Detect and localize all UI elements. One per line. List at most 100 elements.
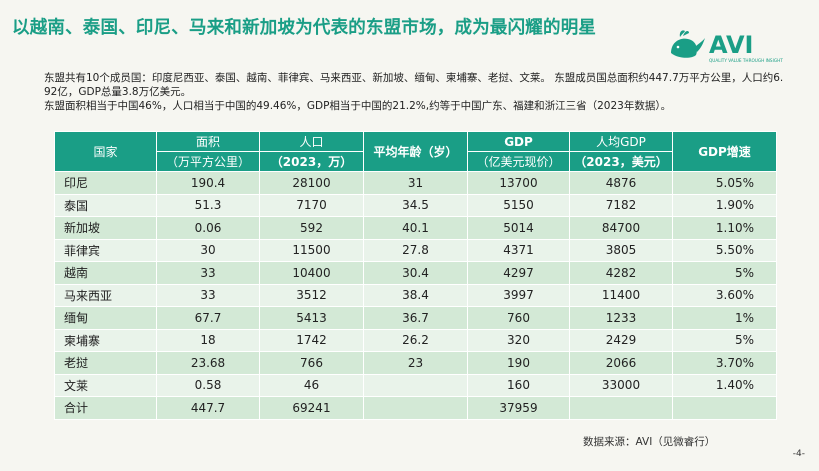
cell-gdp: 5014	[467, 216, 570, 240]
table-row: 菲律宾 30 11500 27.8 4371 3805 5.50%	[54, 238, 777, 262]
cell-gdp-growth: 5.05%	[672, 171, 777, 195]
header-gdp-unit: （亿美元现价）	[467, 151, 570, 172]
cell-area: 0.06	[156, 216, 260, 240]
cell-country: 老挝	[54, 351, 157, 375]
cell-area: 23.68	[156, 351, 260, 375]
table-row: 越南 33 10400 30.4 4297 4282 5%	[54, 261, 777, 285]
data-source: 数据来源：AVI（见微睿行）	[583, 436, 716, 448]
cell-gdp-growth: 3.60%	[672, 283, 777, 307]
table-row: 柬埔寨 18 1742 26.2 320 2429 5%	[54, 328, 777, 352]
cell-gdp: 760	[467, 306, 570, 330]
cell-gdp-per-capita: 1233	[569, 306, 673, 330]
cell-gdp-per-capita: 84700	[569, 216, 673, 240]
intro-line-2: 东盟面积相当于中国46%，人口相当于中国的49.46%，GDP相当于中国的21.…	[44, 100, 672, 112]
cell-gdp-per-capita: 7182	[569, 193, 673, 217]
cell-area: 30	[156, 238, 260, 262]
table-row: 马来西亚 33 3512 38.4 3997 11400 3.60%	[54, 283, 777, 307]
cell-population: 1742	[259, 328, 364, 352]
cell-gdp: 3997	[467, 283, 570, 307]
cell-gdp-growth: 1.10%	[672, 216, 777, 240]
cell-gdp-per-capita: 33000	[569, 373, 673, 397]
cell-area: 190.4	[156, 171, 260, 195]
cell-country: 合计	[54, 396, 157, 420]
cell-gdp: 37959	[467, 396, 570, 420]
cell-gdp-growth: 1.40%	[672, 373, 777, 397]
header-population: 人口	[259, 131, 364, 152]
cell-gdp-growth: 5%	[672, 328, 777, 352]
header-country: 国家	[54, 131, 157, 172]
cell-age	[363, 396, 468, 420]
cell-gdp-growth: 1.90%	[672, 193, 777, 217]
cell-gdp: 4297	[467, 261, 570, 285]
cell-gdp: 4371	[467, 238, 570, 262]
cell-age: 27.8	[363, 238, 468, 262]
table-header-row: 国家 面积 人口 平均年龄（岁） GDP 人均GDP GDP增速	[54, 131, 777, 172]
cell-area: 33	[156, 283, 260, 307]
cell-gdp-per-capita: 2429	[569, 328, 673, 352]
cell-gdp-growth: 1%	[672, 306, 777, 330]
table-row: 文莱 0.58 46 160 33000 1.40%	[54, 373, 777, 397]
cell-country: 印尼	[54, 171, 157, 195]
cell-population: 3512	[259, 283, 364, 307]
header-age: 平均年龄（岁）	[363, 131, 468, 172]
cell-country: 新加坡	[54, 216, 157, 240]
cell-population: 11500	[259, 238, 364, 262]
cell-country: 越南	[54, 261, 157, 285]
cell-area: 51.3	[156, 193, 260, 217]
svg-text:QUALITY VALUE THROUGH INSIGHT: QUALITY VALUE THROUGH INSIGHT	[709, 58, 783, 63]
intro-line-1: 东盟共有10个成员国：印度尼西亚、泰国、越南、菲律宾、马来西亚、新加坡、缅甸、柬…	[44, 72, 784, 98]
cell-country: 缅甸	[54, 306, 157, 330]
cell-population: 28100	[259, 171, 364, 195]
whale-icon: AVI QUALITY VALUE THROUGH INSIGHT	[671, 30, 783, 63]
cell-age: 34.5	[363, 193, 468, 217]
cell-country: 马来西亚	[54, 283, 157, 307]
table-row: 老挝 23.68 766 23 190 2066 3.70%	[54, 351, 777, 375]
table-row: 新加坡 0.06 592 40.1 5014 84700 1.10%	[54, 216, 777, 240]
cell-age: 38.4	[363, 283, 468, 307]
cell-age: 30.4	[363, 261, 468, 285]
cell-gdp-growth: 3.70%	[672, 351, 777, 375]
cell-population: 592	[259, 216, 364, 240]
cell-gdp: 5150	[467, 193, 570, 217]
table-row: 泰国 51.3 7170 34.5 5150 7182 1.90%	[54, 193, 777, 217]
header-gdp-per-capita: 人均GDP	[569, 131, 673, 152]
cell-gdp-growth	[672, 396, 777, 420]
cell-population: 766	[259, 351, 364, 375]
table-header-unit-row: （万平方公里） （2023，万） （亿美元现价） （2023，美元）	[55, 151, 777, 172]
intro-text: 东盟共有10个成员国：印度尼西亚、泰国、越南、菲律宾、马来西亚、新加坡、缅甸、柬…	[44, 71, 789, 113]
cell-country: 泰国	[54, 193, 157, 217]
header-gdp-per-capita-unit: （2023，美元）	[569, 151, 673, 172]
cell-gdp-per-capita: 2066	[569, 351, 673, 375]
cell-area: 67.7	[156, 306, 260, 330]
cell-area: 0.58	[156, 373, 260, 397]
cell-age: 26.2	[363, 328, 468, 352]
cell-gdp: 13700	[467, 171, 570, 195]
cell-gdp-growth: 5%	[672, 261, 777, 285]
cell-country: 文莱	[54, 373, 157, 397]
cell-gdp-per-capita: 3805	[569, 238, 673, 262]
cell-gdp: 190	[467, 351, 570, 375]
table-total-row: 合计 447.7 69241 37959	[54, 396, 777, 420]
cell-country: 柬埔寨	[54, 328, 157, 352]
cell-gdp: 160	[467, 373, 570, 397]
cell-gdp-per-capita	[569, 396, 673, 420]
cell-age: 36.7	[363, 306, 468, 330]
cell-population: 46	[259, 373, 364, 397]
cell-country: 菲律宾	[54, 238, 157, 262]
page-title: 以越南、泰国、印尼、马来和新加坡为代表的东盟市场，成为最闪耀的明星	[12, 18, 597, 38]
header-population-unit: （2023，万）	[259, 151, 364, 172]
avi-logo: AVI QUALITY VALUE THROUGH INSIGHT	[668, 26, 788, 66]
cell-population: 7170	[259, 193, 364, 217]
cell-age: 23	[363, 351, 468, 375]
header-area: 面积	[156, 131, 260, 152]
table-row: 印尼 190.4 28100 31 13700 4876 5.05%	[54, 171, 777, 195]
cell-gdp-growth: 5.50%	[672, 238, 777, 262]
cell-population: 5413	[259, 306, 364, 330]
header-gdp: GDP	[467, 131, 570, 152]
cell-gdp-per-capita: 4876	[569, 171, 673, 195]
cell-area: 18	[156, 328, 260, 352]
cell-age: 31	[363, 171, 468, 195]
cell-population: 69241	[259, 396, 364, 420]
asean-data-table: 国家 面积 人口 平均年龄（岁） GDP 人均GDP GDP增速 （万平方公里）…	[54, 131, 777, 420]
header-area-unit: （万平方公里）	[156, 151, 260, 172]
